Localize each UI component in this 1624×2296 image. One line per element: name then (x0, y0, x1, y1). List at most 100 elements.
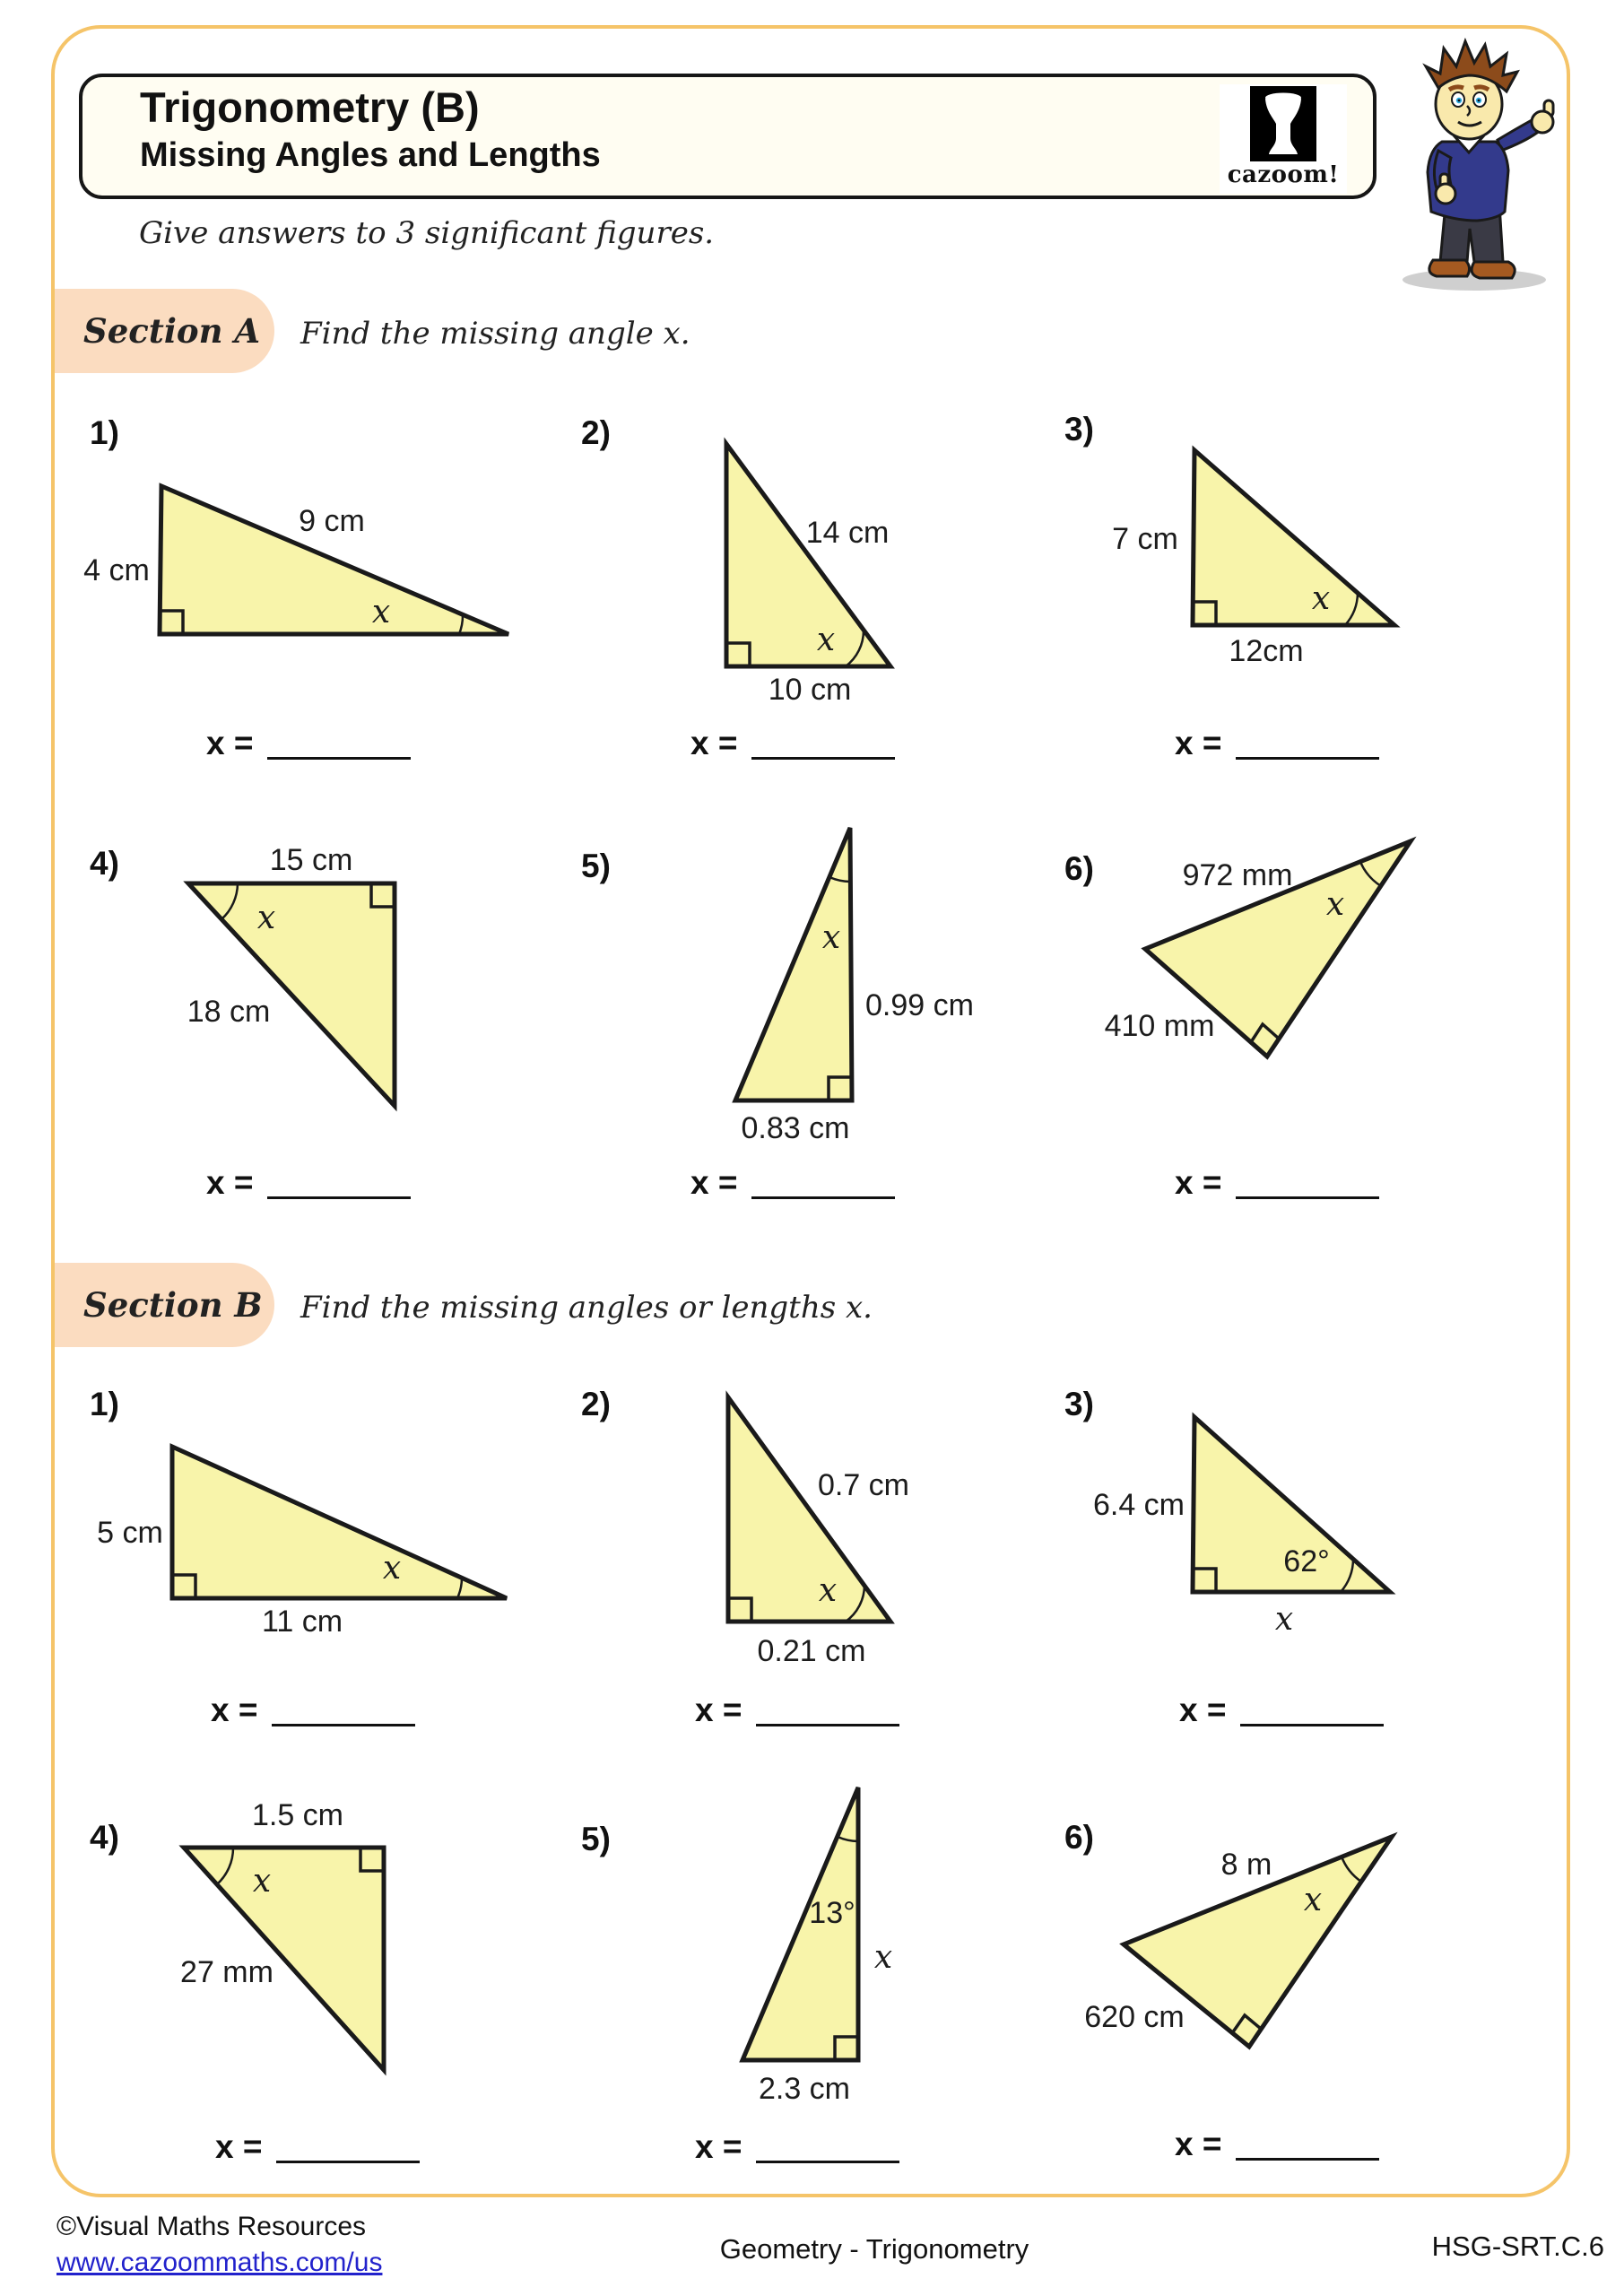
side-label: 27 mm (180, 1955, 274, 1989)
right-angle-marker (359, 1848, 384, 1873)
problem-number: 1) (90, 1386, 119, 1422)
angle-label: x (253, 1863, 271, 1900)
problem-b5: 13° x 2.3 cm (560, 1785, 1045, 2135)
problem-number: 3) (1064, 411, 1094, 448)
answer-blank (1236, 718, 1380, 760)
angle-value-label: 13° (809, 1896, 855, 1930)
copyright-text: ©Visual Maths Resources (56, 2212, 367, 2241)
page-title: Trigonometry (B) (140, 83, 480, 131)
answer-prefix: x = (215, 2128, 263, 2165)
answer-prefix: x = (211, 1692, 258, 1728)
section-b-title: Section B (83, 1285, 263, 1325)
side-label: 4 cm (83, 553, 150, 587)
answer-blank (756, 1684, 900, 1726)
answer-prefix: x = (206, 725, 254, 761)
angle-arc (845, 1585, 866, 1623)
triangle-a6: 972 mm 410 mm x (1105, 836, 1417, 1060)
problem-b6: 8 m 620 cm x (1045, 1785, 1529, 2135)
answer-prefix: x = (690, 725, 738, 761)
angle-arc (1340, 1856, 1362, 1883)
answer-prefix: x = (1179, 1692, 1227, 1728)
angle-arc (457, 614, 465, 635)
angle-arc (829, 875, 851, 883)
answer-blank (1236, 2118, 1380, 2161)
answer-a3: x = (1175, 718, 1380, 761)
problem-number: 2) (581, 1386, 611, 1422)
triangle-b6: 8 m 620 cm x (1084, 1831, 1398, 2050)
angle-arc (845, 630, 865, 667)
answer-blank (751, 1157, 896, 1199)
answer-prefix: x = (695, 1692, 743, 1728)
problem-a2: 14 cm 10 cm x (560, 404, 1045, 709)
answer-blank (272, 1684, 416, 1726)
angle-label: x (822, 919, 840, 956)
side-label: 2.3 cm (759, 2072, 850, 2106)
section-a-title: Section A (83, 311, 261, 351)
answer-blank (267, 718, 412, 760)
answer-b2: x = (695, 1684, 900, 1728)
angle-arc (216, 1847, 235, 1885)
angle-arc (1344, 592, 1359, 626)
footer-left: ©Visual Maths Resources www.cazoommaths.… (56, 2212, 382, 2278)
side-label: 11 cm (262, 1605, 343, 1639)
problem-a1: 4 cm 9 cm x (76, 404, 560, 709)
side-label: 0.83 cm (742, 1111, 850, 1145)
angle-label: x (1326, 886, 1344, 923)
side-label: 10 cm (769, 673, 852, 707)
angle-label: x (383, 1550, 401, 1587)
answer-a5: x = (690, 1157, 896, 1201)
side-label: 5 cm (97, 1516, 163, 1550)
website-link[interactable]: www.cazoommaths.com/us (56, 2248, 383, 2277)
right-angle-marker (160, 609, 185, 634)
problem-number: 5) (581, 848, 611, 884)
footer-topic: Geometry - Trigonometry (719, 2233, 1029, 2265)
right-angle-marker (1193, 1567, 1218, 1592)
problem-number: 1) (90, 414, 119, 451)
triangle-a3: 7 cm 12cm x (1112, 445, 1401, 668)
answer-prefix: x = (1175, 2126, 1222, 2162)
section-b-instruction: Find the missing angles or lengths x. (300, 1290, 873, 1326)
answer-prefix: x = (695, 2128, 743, 2165)
triangle-b3: 6.4 cm 62° x (1093, 1412, 1396, 1638)
answer-blank (267, 1157, 412, 1199)
triangle-b4: 1.5 cm 27 mm x (178, 1798, 386, 2076)
side-label: 0.7 cm (818, 1468, 909, 1502)
side-label: 12cm (1229, 634, 1303, 668)
angle-arc (221, 883, 239, 920)
worksheet-instruction: Give answers to 3 significant figures. (139, 215, 715, 251)
answer-prefix: x = (1175, 725, 1222, 761)
side-label: 1.5 cm (252, 1798, 343, 1832)
angle-label: x (372, 594, 390, 631)
section-a-label: Section A (55, 289, 274, 373)
page-subtitle: Missing Angles and Lengths (140, 136, 601, 174)
problem-a4: 15 cm 18 cm x (76, 825, 560, 1175)
problem-number: 6) (1064, 1819, 1094, 1856)
right-angle-marker (1193, 600, 1218, 625)
footer-standard-code: HSG-SRT.C.6 (1431, 2231, 1604, 2262)
side-label: 620 cm (1084, 2000, 1185, 2034)
side-label: 0.21 cm (758, 1634, 866, 1668)
side-label: 15 cm (270, 843, 353, 877)
worksheet-header: Trigonometry (B) Missing Angles and Leng… (79, 74, 1376, 199)
angle-arc (837, 1835, 859, 1843)
answer-b4: x = (215, 2121, 421, 2165)
angle-label: x (1304, 1882, 1322, 1918)
angle-label: x (817, 622, 835, 658)
problem-b1: 5 cm 11 cm x (76, 1372, 560, 1677)
mascot-illustration (1403, 37, 1555, 291)
angle-arc (456, 1577, 464, 1599)
triangle-a1: 4 cm 9 cm x (83, 483, 509, 637)
answer-blank (756, 2121, 900, 2163)
angle-label: x (1312, 580, 1330, 617)
side-label: 6.4 cm (1093, 1488, 1185, 1522)
angle-label: x (257, 900, 275, 936)
answer-blank (276, 2121, 421, 2163)
problem-number: 4) (90, 1819, 119, 1856)
problem-number: 5) (581, 1821, 611, 1857)
answer-b1: x = (211, 1684, 416, 1728)
triangle-b2: 0.7 cm 0.21 cm x (725, 1390, 909, 1668)
answer-prefix: x = (690, 1164, 738, 1201)
angle-value-label: 62° (1283, 1544, 1329, 1578)
side-label: 18 cm (187, 995, 271, 1029)
problem-number: 4) (90, 845, 119, 882)
